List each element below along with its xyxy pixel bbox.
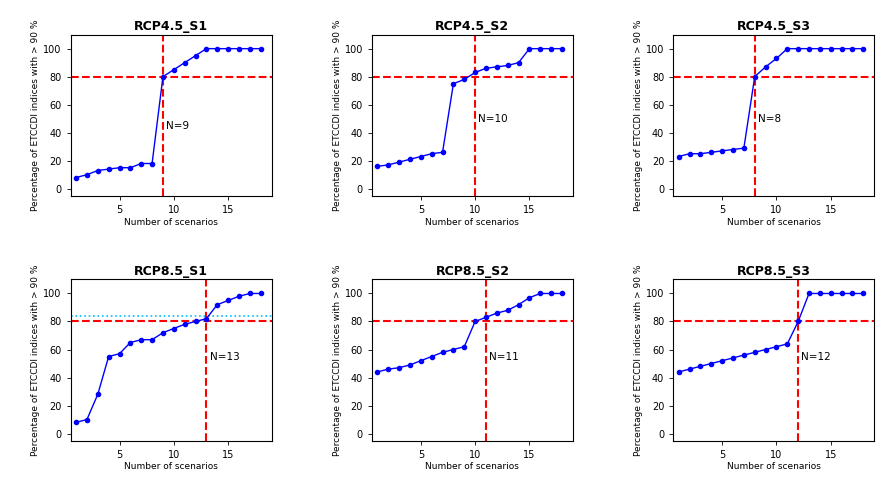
X-axis label: Number of scenarios: Number of scenarios xyxy=(727,462,820,471)
X-axis label: Number of scenarios: Number of scenarios xyxy=(125,462,218,471)
Text: N=10: N=10 xyxy=(479,114,508,124)
Y-axis label: Percentage of ETCCDI indices with > 90 %: Percentage of ETCCDI indices with > 90 % xyxy=(32,19,41,211)
Y-axis label: Percentage of ETCCDI indices with > 90 %: Percentage of ETCCDI indices with > 90 % xyxy=(634,264,643,456)
Title: RCP4.5_S3: RCP4.5_S3 xyxy=(736,20,811,34)
X-axis label: Number of scenarios: Number of scenarios xyxy=(125,217,218,227)
Title: RCP8.5_S1: RCP8.5_S1 xyxy=(134,265,208,278)
Text: N=11: N=11 xyxy=(489,351,519,361)
Text: N=13: N=13 xyxy=(209,351,239,361)
X-axis label: Number of scenarios: Number of scenarios xyxy=(727,217,820,227)
Text: N=12: N=12 xyxy=(802,351,831,361)
Title: RCP8.5_S3: RCP8.5_S3 xyxy=(736,265,811,278)
Y-axis label: Percentage of ETCCDI indices with > 90 %: Percentage of ETCCDI indices with > 90 % xyxy=(634,19,643,211)
Text: N=8: N=8 xyxy=(758,114,781,124)
X-axis label: Number of scenarios: Number of scenarios xyxy=(426,217,519,227)
Title: RCP4.5_S2: RCP4.5_S2 xyxy=(435,20,509,34)
Text: N=9: N=9 xyxy=(166,121,189,131)
Y-axis label: Percentage of ETCCDI indices with > 90 %: Percentage of ETCCDI indices with > 90 % xyxy=(32,264,41,456)
Y-axis label: Percentage of ETCCDI indices with > 90 %: Percentage of ETCCDI indices with > 90 % xyxy=(333,264,342,456)
X-axis label: Number of scenarios: Number of scenarios xyxy=(426,462,519,471)
Title: RCP8.5_S2: RCP8.5_S2 xyxy=(435,265,509,278)
Title: RCP4.5_S1: RCP4.5_S1 xyxy=(134,20,208,34)
Y-axis label: Percentage of ETCCDI indices with > 90 %: Percentage of ETCCDI indices with > 90 % xyxy=(333,19,342,211)
